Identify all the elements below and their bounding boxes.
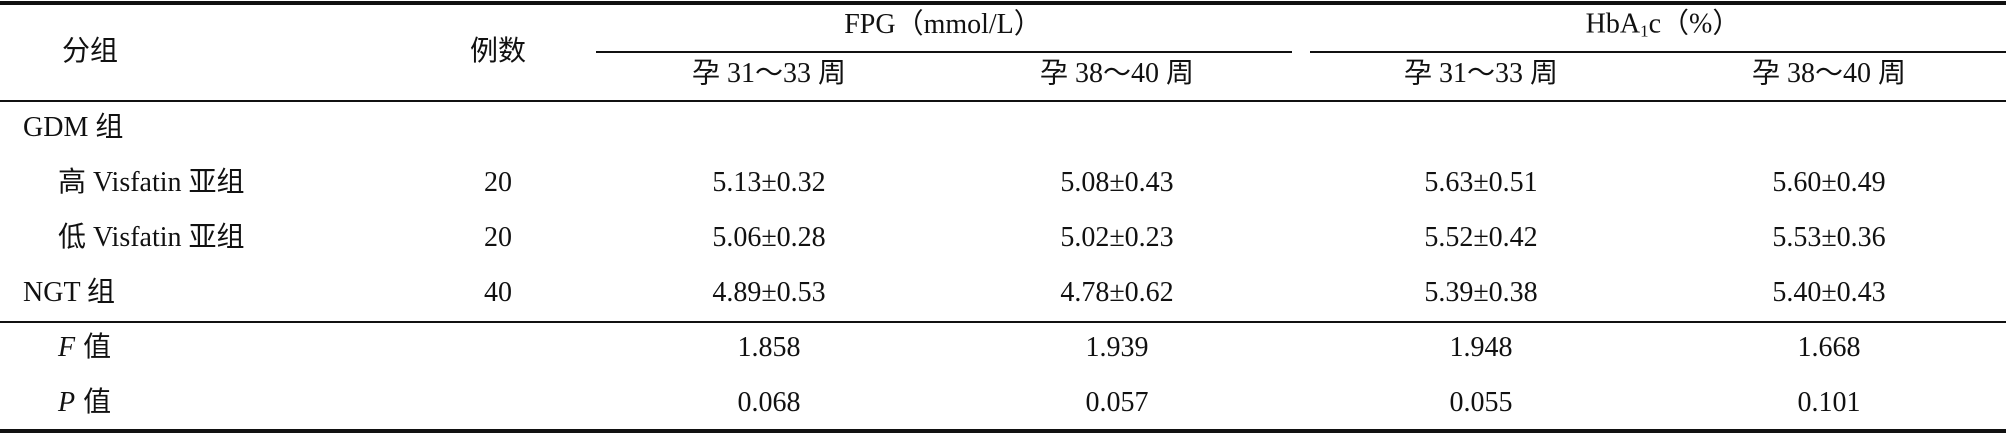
period-header: 孕 38～40 周: [1039, 58, 1195, 89]
stat-cell: 0.055: [1449, 387, 1513, 418]
top-rule: [0, 1, 2006, 5]
stat-cell: 1.948: [1449, 332, 1513, 363]
stat-word: 值: [83, 387, 112, 418]
row-label: 高 Visfatin 亚组: [58, 167, 245, 198]
stat-cell: 0.101: [1797, 387, 1861, 418]
stat-cell: 0.068: [737, 387, 801, 418]
stat-word: 值: [83, 332, 112, 363]
stat-symbol: P: [58, 387, 76, 418]
period-header: 孕 38～40 周: [1751, 58, 1907, 89]
hba1c-main: HbA: [1585, 8, 1641, 40]
stat-cell: 1.668: [1797, 332, 1861, 363]
fpg-header: FPG（mmol/L）: [844, 9, 1042, 40]
cell: 5.40±0.43: [1772, 277, 1886, 308]
cell: 5.06±0.28: [712, 222, 826, 253]
row-n: 20: [484, 222, 512, 253]
hba1c-header: HbA1c（%）: [1585, 8, 1741, 41]
stat-symbol: F: [58, 332, 76, 363]
bottom-rule: [0, 429, 2006, 433]
group-header: 分组: [61, 36, 119, 67]
cell: 5.60±0.49: [1772, 167, 1886, 198]
fpg-rule: [596, 51, 1292, 53]
row-label: GDM 组: [23, 112, 124, 143]
stat-cell: 1.939: [1085, 332, 1149, 363]
stat-cell: 1.858: [737, 332, 801, 363]
row-label: NGT 组: [23, 277, 116, 308]
cell: 5.63±0.51: [1424, 167, 1538, 198]
n-header: 例数: [469, 36, 527, 67]
cell: 5.13±0.32: [712, 167, 826, 198]
cell: 5.52±0.42: [1424, 222, 1538, 253]
period-header: 孕 31～33 周: [1403, 58, 1559, 89]
row-label: 低 Visfatin 亚组: [58, 222, 245, 253]
hba1c-sub: 1: [1640, 21, 1649, 41]
period-header: 孕 31～33 周: [691, 58, 847, 89]
stat-cell: 0.057: [1085, 387, 1149, 418]
cell: 5.53±0.36: [1772, 222, 1886, 253]
hba1c-rest: c（%）: [1648, 8, 1741, 40]
stats-rule: [0, 321, 2006, 323]
row-n: 40: [484, 277, 512, 308]
cell: 4.89±0.53: [712, 277, 826, 308]
cell: 5.08±0.43: [1060, 167, 1174, 198]
row-n: 20: [484, 167, 512, 198]
hba1c-rule: [1310, 51, 2006, 53]
cell: 4.78±0.62: [1060, 277, 1174, 308]
header-rule: [0, 100, 2006, 102]
cell: 5.39±0.38: [1424, 277, 1538, 308]
cell: 5.02±0.23: [1060, 222, 1174, 253]
